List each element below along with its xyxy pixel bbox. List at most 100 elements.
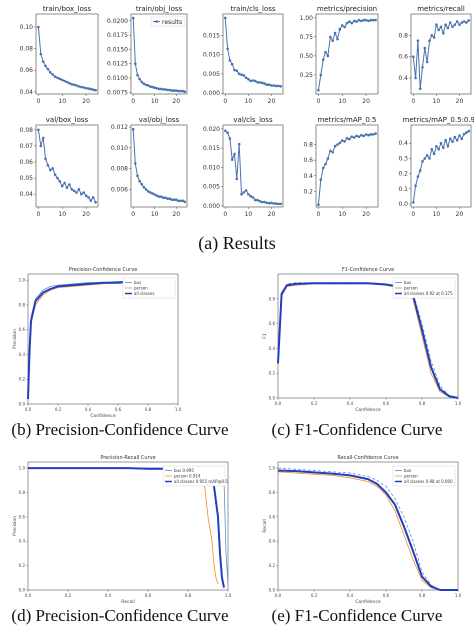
x-tick-label: 0.0 bbox=[275, 401, 282, 406]
x-tick-label: 0.8 bbox=[185, 593, 192, 598]
results-point bbox=[77, 188, 81, 191]
results-point bbox=[181, 89, 184, 93]
legend-label: all classes 0.98 at 0.000 bbox=[404, 479, 453, 484]
y-tick-label: 0.8 bbox=[19, 302, 26, 307]
recall-confidence-chart-e: Recall-Confidence Curve 0.0 0.2 0.4 0.6 0.8 1.… bbox=[262, 455, 462, 605]
results-point bbox=[279, 85, 283, 88]
x-tick-label: 10 bbox=[58, 211, 66, 218]
results-point bbox=[89, 87, 93, 91]
subplot-title: train/cls_loss bbox=[230, 5, 275, 13]
results-point bbox=[242, 191, 246, 194]
x-tick-label: 10 bbox=[338, 98, 346, 105]
results-point bbox=[237, 72, 241, 76]
x-tick-label: 0.6 bbox=[383, 593, 390, 598]
results-point bbox=[467, 129, 471, 133]
results-point bbox=[240, 73, 243, 76]
results-point bbox=[68, 81, 71, 85]
results-point bbox=[418, 87, 422, 90]
results-point bbox=[224, 16, 227, 20]
results-point bbox=[228, 137, 232, 140]
curve-line bbox=[277, 282, 459, 399]
results-point bbox=[140, 80, 144, 84]
results-point bbox=[258, 199, 262, 203]
results-point bbox=[336, 143, 339, 146]
results-point bbox=[324, 50, 327, 54]
y-tick-label: 0.4 bbox=[19, 539, 26, 544]
results-point bbox=[465, 131, 468, 134]
results-point bbox=[329, 149, 332, 153]
results-point bbox=[168, 197, 172, 200]
subplot-title: val/obj_loss bbox=[139, 116, 180, 124]
results-point bbox=[444, 23, 447, 27]
results-point bbox=[439, 141, 443, 145]
caption-c: (c) F1-Confidence Curve bbox=[271, 420, 443, 439]
results-point bbox=[144, 83, 148, 87]
y-tick-label: 0.05 bbox=[20, 175, 34, 182]
results-point bbox=[94, 88, 97, 92]
results-point bbox=[460, 21, 464, 24]
x-tick-label: 0.0 bbox=[25, 593, 32, 598]
curve-line bbox=[277, 467, 458, 591]
results-point bbox=[265, 83, 269, 86]
x-tick-label: 20 bbox=[268, 98, 276, 105]
results-point bbox=[166, 88, 169, 92]
results-point bbox=[247, 78, 250, 81]
y-tick-label: 0.000 bbox=[203, 90, 220, 97]
results-point bbox=[162, 196, 165, 199]
caption-e: (e) F1-Confidence Curve bbox=[271, 606, 443, 625]
results-point bbox=[68, 183, 71, 186]
x-tick-label: 0 bbox=[131, 98, 135, 105]
x-tick-label: 1.0 bbox=[455, 593, 462, 598]
x-axis-label: Recall bbox=[121, 599, 134, 605]
results-point bbox=[430, 34, 434, 37]
results-point bbox=[418, 169, 422, 172]
legend-label: all classes 0.92 at 0.375 bbox=[404, 291, 453, 296]
results-point bbox=[321, 166, 325, 170]
y-tick-label: 0.005 bbox=[203, 184, 220, 191]
results-point bbox=[367, 19, 370, 23]
results-point bbox=[272, 84, 276, 87]
results-point bbox=[146, 84, 150, 87]
legend-label: person bbox=[134, 286, 148, 291]
y-tick-label: 0.2 bbox=[303, 188, 313, 195]
results-point bbox=[80, 85, 83, 89]
y-tick-label: 0.06 bbox=[20, 67, 34, 74]
legend-label: results bbox=[162, 19, 182, 26]
legend-label: person bbox=[404, 474, 418, 479]
x-tick-label: 1.0 bbox=[225, 593, 232, 598]
results-point bbox=[364, 133, 368, 136]
results-point bbox=[336, 37, 339, 41]
results-point bbox=[44, 157, 47, 161]
results-point bbox=[58, 77, 62, 81]
results-point bbox=[41, 136, 45, 140]
results-point bbox=[134, 62, 137, 65]
x-tick-label: 20 bbox=[362, 98, 370, 105]
results-point bbox=[414, 76, 417, 80]
results-point bbox=[338, 141, 342, 145]
y-tick-label: 0.0 bbox=[19, 402, 26, 407]
results-point bbox=[39, 52, 43, 56]
results-point bbox=[412, 201, 415, 204]
subplot-title: metrics/mAP_0.5:0.95 bbox=[403, 116, 474, 124]
y-tick-label: 0.0175 bbox=[107, 32, 128, 39]
results-point bbox=[453, 23, 457, 27]
y-axis-label: Precision bbox=[12, 516, 18, 536]
results-point bbox=[272, 202, 276, 205]
results-point bbox=[317, 88, 320, 92]
x-tick-label: 0.8 bbox=[419, 593, 426, 598]
y-tick-label: 0.75 bbox=[300, 34, 314, 41]
results-point bbox=[131, 127, 135, 131]
results-point bbox=[254, 79, 257, 83]
y-tick-label: 0.4 bbox=[19, 352, 26, 357]
results-point bbox=[355, 20, 358, 23]
y-tick-label: 0.1 bbox=[398, 186, 408, 193]
results-point bbox=[414, 184, 417, 187]
results-point bbox=[80, 192, 83, 196]
y-tick-label: 0.0150 bbox=[107, 46, 128, 53]
results-point bbox=[321, 58, 325, 61]
x-tick-label: 10 bbox=[245, 211, 253, 218]
subplot-frame bbox=[130, 124, 188, 208]
x-tick-label: 20 bbox=[362, 211, 370, 218]
legend-box bbox=[392, 465, 456, 487]
